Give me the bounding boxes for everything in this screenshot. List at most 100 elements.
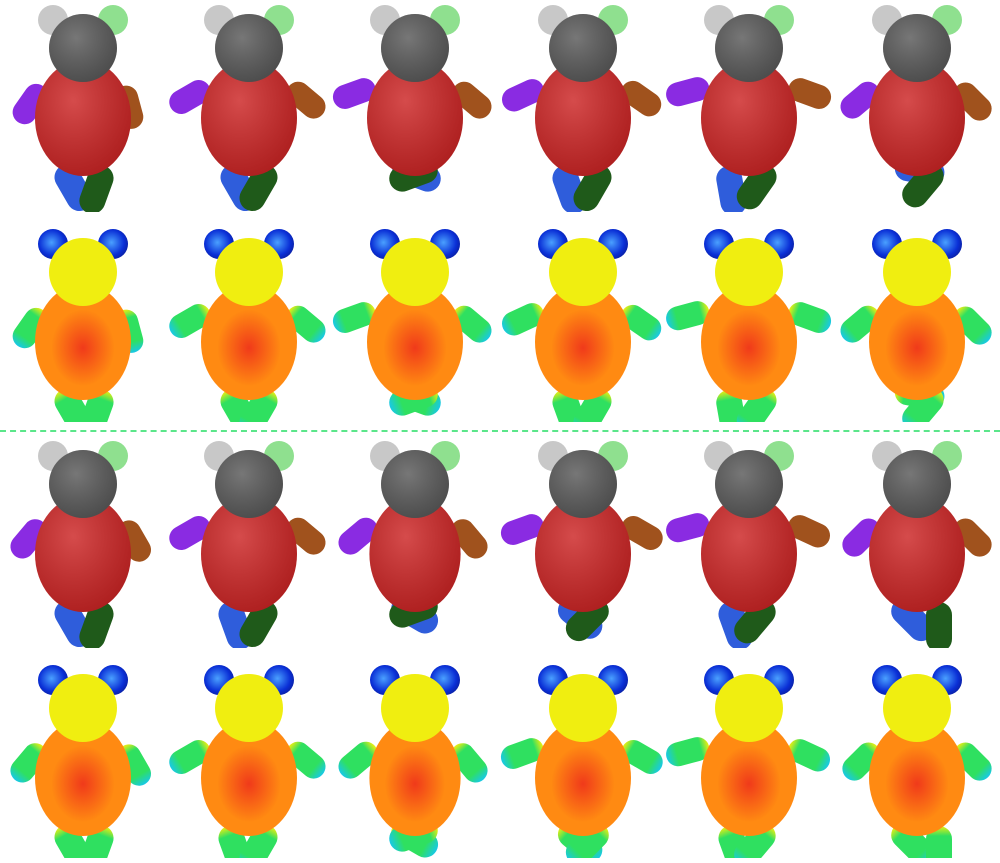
left-arm bbox=[501, 79, 545, 112]
right-arm bbox=[953, 742, 992, 781]
right-leg bbox=[573, 388, 612, 422]
heatmap-bear-4-4 bbox=[500, 646, 666, 858]
head bbox=[549, 238, 617, 306]
right-leg bbox=[239, 388, 278, 422]
right-arm bbox=[286, 741, 326, 779]
left-arm bbox=[840, 305, 880, 343]
bear-figure bbox=[666, 665, 831, 858]
right-arm bbox=[450, 743, 488, 783]
left-arm bbox=[666, 513, 710, 543]
bear-figure bbox=[500, 665, 663, 858]
right-leg bbox=[79, 825, 114, 858]
bear-figure bbox=[842, 441, 992, 648]
left-leg bbox=[54, 388, 93, 422]
segmented-bear-1-3 bbox=[332, 0, 498, 212]
head bbox=[49, 674, 117, 742]
torso bbox=[201, 720, 297, 836]
head bbox=[215, 674, 283, 742]
segmented-bear-3-2 bbox=[166, 436, 332, 648]
right-leg bbox=[79, 601, 114, 648]
torso bbox=[535, 720, 631, 836]
left-arm bbox=[338, 741, 378, 779]
head bbox=[715, 674, 783, 742]
heatmap-bear-4-3 bbox=[332, 646, 498, 858]
right-leg bbox=[736, 387, 777, 422]
left-arm bbox=[840, 81, 880, 119]
bear-figure bbox=[169, 229, 326, 422]
segmented-bear-3-6 bbox=[834, 436, 1000, 648]
head bbox=[381, 674, 449, 742]
heatmap-bear-2-1 bbox=[0, 210, 166, 422]
left-arm bbox=[332, 78, 376, 109]
heatmap-bear-2-3 bbox=[332, 210, 498, 422]
left-arm bbox=[169, 740, 211, 774]
right-arm bbox=[953, 518, 992, 557]
left-leg bbox=[218, 825, 253, 858]
right-arm bbox=[953, 82, 992, 121]
segmented-bear-1-2 bbox=[166, 0, 332, 212]
bear-figure bbox=[840, 5, 992, 208]
head bbox=[381, 238, 449, 306]
heatmap-bear-2-2 bbox=[166, 210, 332, 422]
left-arm bbox=[338, 517, 378, 555]
bear-figure bbox=[10, 441, 151, 648]
left-arm bbox=[666, 737, 710, 767]
right-leg bbox=[902, 162, 944, 208]
bear-figure bbox=[666, 5, 832, 212]
left-arm bbox=[12, 83, 49, 125]
heatmap-bear-4-5 bbox=[666, 646, 832, 858]
bear-figure bbox=[666, 229, 832, 422]
left-leg bbox=[54, 824, 93, 858]
right-arm bbox=[286, 305, 326, 343]
bear-figure bbox=[501, 229, 662, 422]
right-leg bbox=[736, 163, 777, 210]
bear-figure bbox=[169, 5, 326, 212]
torso bbox=[869, 720, 965, 836]
left-arm bbox=[10, 743, 48, 783]
torso bbox=[369, 720, 461, 836]
head bbox=[549, 674, 617, 742]
heatmap-bear-2-4 bbox=[500, 210, 666, 422]
head bbox=[883, 238, 951, 306]
right-arm bbox=[787, 515, 831, 548]
head bbox=[715, 238, 783, 306]
right-arm bbox=[450, 519, 488, 559]
right-leg bbox=[734, 822, 776, 858]
right-leg bbox=[926, 826, 952, 858]
left-arm bbox=[500, 514, 544, 545]
segmented-bear-1-6 bbox=[834, 0, 1000, 212]
right-leg bbox=[239, 164, 278, 212]
bear-figure bbox=[666, 441, 831, 648]
segmented-bear-3-4 bbox=[500, 436, 666, 648]
torso bbox=[701, 720, 797, 836]
left-arm bbox=[169, 304, 211, 338]
bear-figure bbox=[840, 229, 992, 422]
left-arm bbox=[842, 742, 881, 781]
left-arm bbox=[666, 301, 710, 331]
bear-figure bbox=[10, 665, 151, 858]
head bbox=[883, 674, 951, 742]
heatmap-bear-4-2 bbox=[166, 646, 332, 858]
right-arm bbox=[953, 306, 992, 345]
bear-figure bbox=[842, 665, 992, 858]
bear-figure bbox=[12, 5, 144, 212]
bear-figure bbox=[501, 5, 662, 212]
right-leg bbox=[239, 600, 278, 648]
right-arm bbox=[452, 81, 492, 119]
left-arm bbox=[10, 519, 48, 559]
heatmap-bear-4-1 bbox=[0, 646, 166, 858]
segmented-bear-3-3 bbox=[332, 436, 498, 648]
torso bbox=[701, 284, 797, 400]
torso bbox=[869, 284, 965, 400]
left-arm bbox=[169, 80, 211, 114]
right-leg bbox=[79, 165, 114, 212]
right-arm bbox=[286, 81, 326, 119]
heatmap-bear-2-6 bbox=[834, 210, 1000, 422]
torso bbox=[535, 284, 631, 400]
heatmap-bear-2-5 bbox=[666, 210, 832, 422]
head bbox=[215, 238, 283, 306]
left-arm bbox=[501, 303, 545, 336]
bear-figure bbox=[500, 441, 663, 642]
left-arm bbox=[500, 738, 544, 769]
right-arm bbox=[286, 517, 326, 555]
